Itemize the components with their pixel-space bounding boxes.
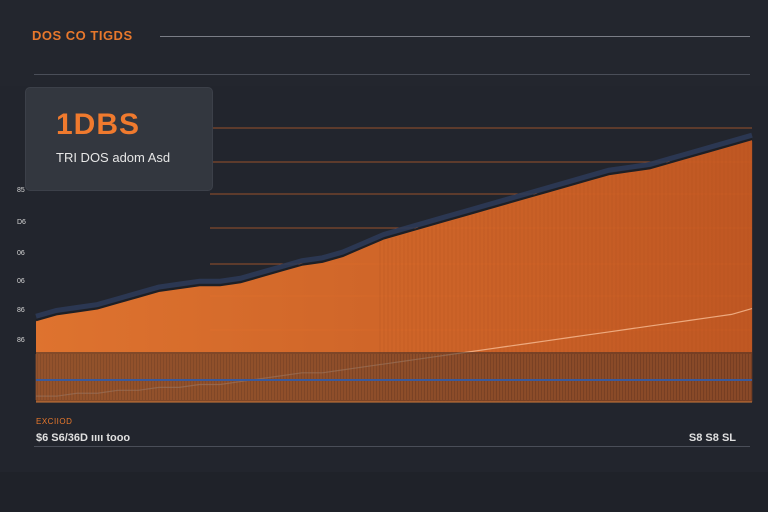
stat-value: 1DBS <box>56 108 141 141</box>
header-band <box>0 0 768 86</box>
footer-left-value: $6 S6/36D ıııı tooo <box>36 432 131 444</box>
stat-card: 1DBS TRI DOS adom Asd <box>26 88 212 190</box>
stat-label: TRI DOS adom Asd <box>56 150 171 165</box>
chart-title: DOS CO TIGDS <box>32 28 133 43</box>
y-tick-label-1: D6 <box>17 219 26 226</box>
series-shadow-line <box>35 132 753 319</box>
bottom-band <box>0 472 768 512</box>
header-divider <box>34 74 750 75</box>
y-tick-label-0: 85 <box>17 187 25 194</box>
series-1-area <box>36 139 752 402</box>
footer-right-value: S8 S8 SL <box>688 432 736 444</box>
footer-heading: EXCIIOD <box>36 417 73 426</box>
y-tick-label-4: 86 <box>17 307 25 314</box>
footer-band <box>0 404 768 472</box>
footer-divider <box>34 446 750 447</box>
title-rule <box>160 36 750 37</box>
series-1-line <box>35 138 753 322</box>
y-tick-label-2: 06 <box>17 250 25 257</box>
y-tick-label-3: 06 <box>17 278 25 285</box>
y-tick-label-5: 86 <box>17 337 25 344</box>
